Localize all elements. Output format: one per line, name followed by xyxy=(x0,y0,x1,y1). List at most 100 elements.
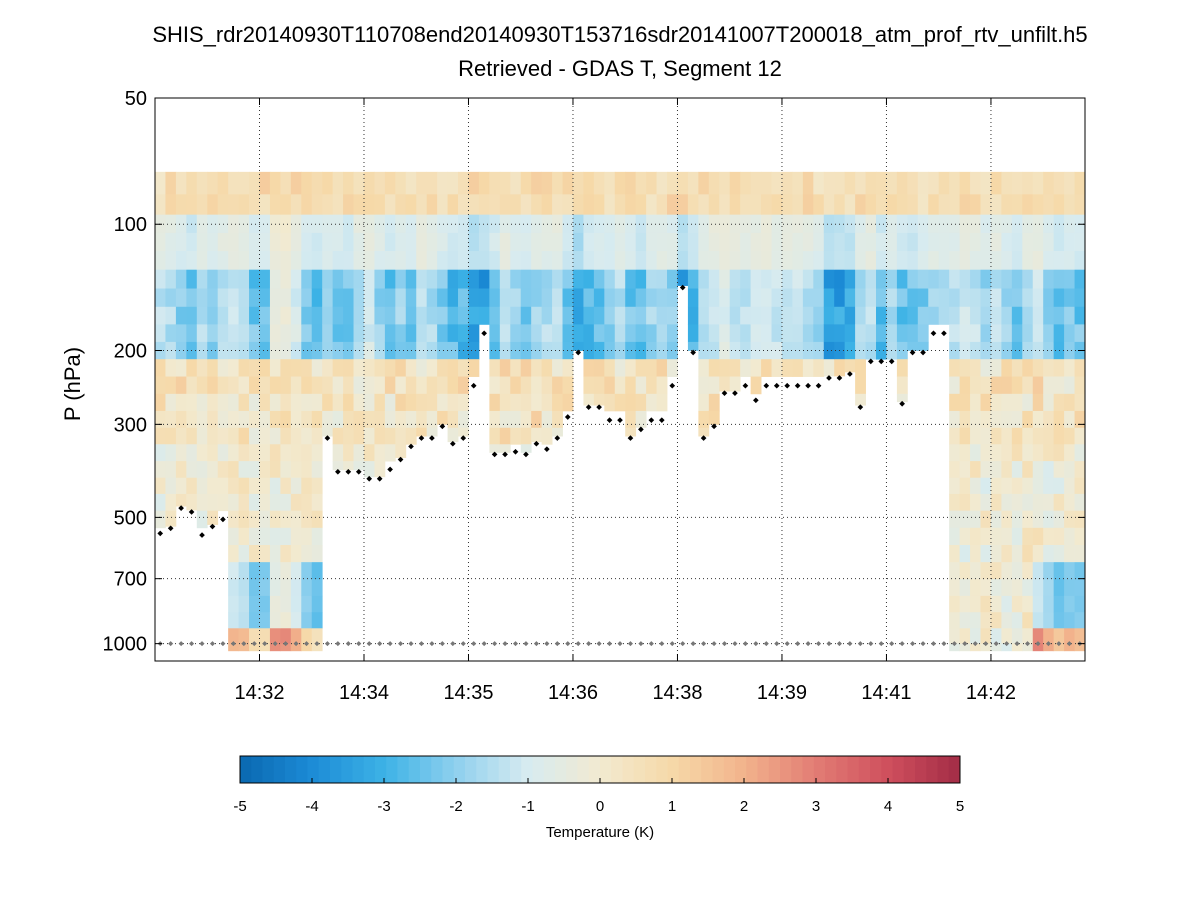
heatmap-cell xyxy=(196,306,208,325)
heatmap-cell xyxy=(332,194,344,216)
heatmap-cell xyxy=(343,288,354,308)
heatmap-cell xyxy=(552,269,563,289)
heatmap-cell xyxy=(1053,288,1065,308)
heatmap-cell xyxy=(959,510,971,529)
heatmap-cell xyxy=(249,359,260,377)
heatmap-cell xyxy=(228,393,239,412)
heatmap-cell xyxy=(311,376,323,395)
heatmap-cell xyxy=(520,444,532,453)
heatmap-cell xyxy=(865,306,877,325)
heatmap-cell xyxy=(656,269,668,289)
heatmap-cell xyxy=(384,251,396,271)
heatmap-cell xyxy=(1064,393,1075,412)
heatmap-cell xyxy=(750,376,762,395)
heatmap-cell xyxy=(604,232,616,252)
surface-marker xyxy=(596,641,602,647)
lowest-level-marker xyxy=(617,417,623,424)
colorbar-segment xyxy=(746,756,758,783)
heatmap-cell xyxy=(478,251,490,271)
lowest-level-marker xyxy=(554,435,561,441)
heatmap-cell xyxy=(238,306,250,325)
heatmap-cell xyxy=(708,214,720,234)
heatmap-cell xyxy=(635,376,647,395)
heatmap-cell xyxy=(1032,493,1044,512)
heatmap-cell xyxy=(761,269,772,289)
heatmap-cell xyxy=(249,612,260,629)
heatmap-cell xyxy=(217,359,229,377)
heatmap-cell xyxy=(614,306,626,325)
heatmap-cell xyxy=(541,359,553,377)
colorbar-segment xyxy=(645,756,657,783)
heatmap-cell xyxy=(311,232,323,252)
surface-marker xyxy=(659,641,665,647)
heatmap-cell xyxy=(719,324,731,343)
heatmap-cell xyxy=(269,595,281,613)
heatmap-cell xyxy=(1043,527,1055,546)
heatmap-cell xyxy=(687,269,699,289)
heatmap-cell xyxy=(405,251,417,271)
heatmap-cell xyxy=(1032,251,1044,271)
heatmap-cell xyxy=(959,324,971,343)
heatmap-cell xyxy=(614,251,626,271)
heatmap-cell xyxy=(238,251,250,271)
heatmap-cell xyxy=(1001,628,1013,644)
heatmap-cell xyxy=(876,171,887,195)
colorbar-segment xyxy=(386,756,398,783)
heatmap-cell xyxy=(855,171,866,195)
heatmap-cell xyxy=(322,359,334,377)
heatmap-cell xyxy=(719,194,731,216)
heatmap-cell xyxy=(980,427,992,445)
heatmap-cell xyxy=(343,393,354,412)
heatmap-cell xyxy=(990,461,1002,479)
heatmap-cell xyxy=(249,232,260,252)
heatmap-cell xyxy=(970,251,981,271)
heatmap-cell xyxy=(186,288,198,308)
heatmap-cell xyxy=(719,171,731,195)
heatmap-cell xyxy=(301,359,313,377)
heatmap-cell xyxy=(249,393,260,412)
heatmap-cell xyxy=(290,427,302,445)
heatmap-cell xyxy=(238,595,250,613)
heatmap-cell xyxy=(1011,527,1023,546)
heatmap-cell xyxy=(1043,628,1055,644)
heatmap-cell xyxy=(792,306,804,325)
heatmap-cell xyxy=(311,359,323,377)
heatmap-cell xyxy=(677,171,689,195)
heatmap-cell xyxy=(1022,269,1034,289)
heatmap-cell xyxy=(489,444,501,453)
heatmap-cell xyxy=(949,269,961,289)
heatmap-cell xyxy=(552,341,563,360)
heatmap-cell xyxy=(1043,214,1055,234)
heatmap-cell xyxy=(1011,288,1023,308)
heatmap-cell xyxy=(290,232,302,252)
heatmap-cell xyxy=(249,461,260,479)
heatmap-cell xyxy=(447,214,459,234)
heatmap-cell xyxy=(269,306,281,325)
heatmap-cell xyxy=(155,410,166,429)
heatmap-cell xyxy=(1022,579,1034,597)
heatmap-cell xyxy=(269,393,281,412)
heatmap-cell xyxy=(478,214,490,234)
heatmap-cell xyxy=(186,232,198,252)
heatmap-cell xyxy=(813,214,825,234)
heatmap-cell xyxy=(322,232,334,252)
heatmap-cell xyxy=(928,171,940,195)
heatmap-cell xyxy=(259,643,271,652)
y-tick-label: 300 xyxy=(114,414,147,436)
heatmap-cell xyxy=(416,427,428,437)
heatmap-cell xyxy=(1074,194,1086,216)
heatmap-cell xyxy=(259,427,271,445)
heatmap-cell xyxy=(186,444,198,462)
heatmap-cell xyxy=(353,251,365,271)
heatmap-cell xyxy=(269,628,281,644)
heatmap-cell xyxy=(593,306,605,325)
colorbar-tick-label: 2 xyxy=(740,798,748,815)
heatmap-cell xyxy=(207,477,219,495)
heatmap-cell xyxy=(980,545,992,563)
heatmap-cell xyxy=(228,527,239,546)
heatmap-cell xyxy=(1032,427,1044,445)
heatmap-cell xyxy=(1032,393,1044,412)
heatmap-cell xyxy=(1001,288,1013,308)
heatmap-cell xyxy=(896,171,908,195)
heatmap-cell xyxy=(896,359,908,377)
